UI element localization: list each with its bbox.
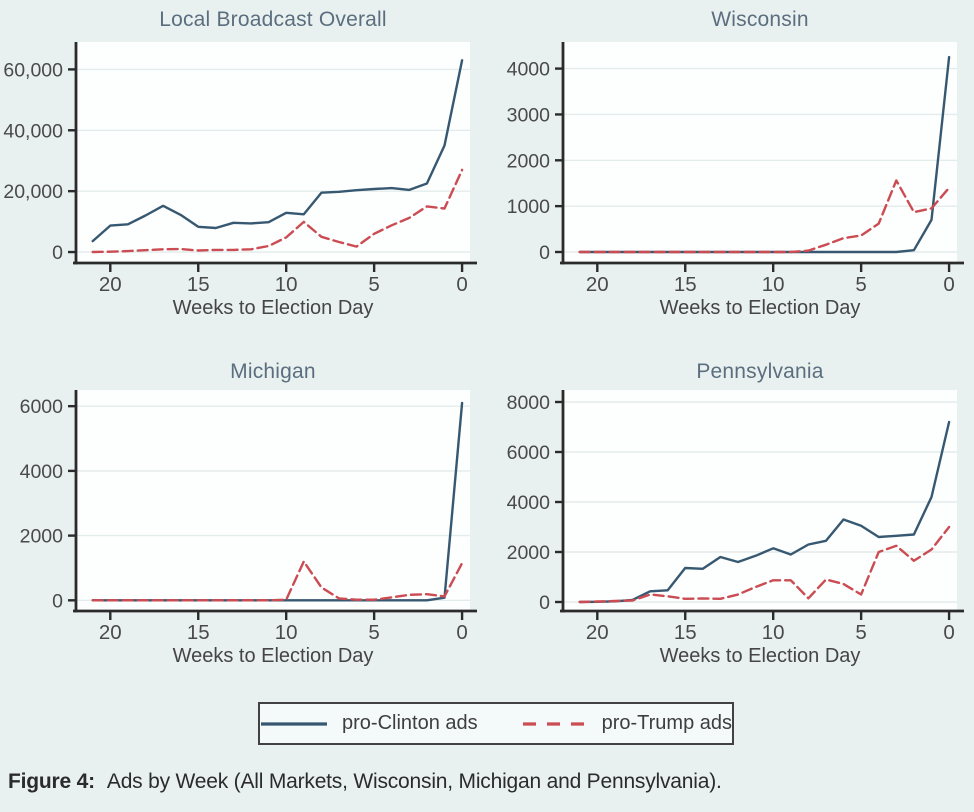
- svg-text:6000: 6000: [20, 396, 64, 418]
- pro-clinton-line-swatch: [260, 720, 328, 728]
- svg-text:2000: 2000: [507, 150, 551, 172]
- svg-text:20,000: 20,000: [3, 181, 63, 203]
- svg-text:10: 10: [762, 621, 785, 644]
- caption-label: Figure 4:: [8, 770, 95, 793]
- svg-text:4000: 4000: [20, 461, 64, 483]
- panel-title-wisconsin: Wisconsin: [711, 8, 809, 31]
- svg-text:15: 15: [674, 273, 697, 296]
- line-chart-local-broadcast-overall: 0 20,000 40,000 60,000 20 15 10 5 0: [3, 42, 477, 296]
- svg-text:6000: 6000: [507, 442, 551, 464]
- x-axis-title: Weeks to Election Day: [172, 645, 374, 667]
- legend: pro-Clinton ads pro-Trump ads: [258, 702, 734, 745]
- x-axis-title: Weeks to Election Day: [172, 297, 374, 319]
- svg-text:40,000: 40,000: [3, 120, 63, 142]
- chart-panel-local-broadcast-overall: 0 20,000 40,000 60,000 20 15 10 5 0 Local Broadc…: [0, 0, 487, 340]
- svg-text:5: 5: [368, 273, 379, 296]
- panel-title-local-broadcast-overall: Local Broadcast Overall: [159, 8, 387, 31]
- line-chart-pennsylvania: 0 2000 4000 6000 8000 20 15 10 5 0: [507, 390, 964, 644]
- svg-text:10: 10: [275, 273, 298, 296]
- legend-label-pro-clinton: pro-Clinton ads: [342, 712, 478, 734]
- svg-text:10: 10: [275, 621, 298, 644]
- svg-text:20: 20: [586, 621, 609, 644]
- chart-panel-pennsylvania: 0 2000 4000 6000 8000 20 15 10 5 0 Pennsylvania W…: [487, 344, 974, 684]
- x-axis-title: Weeks to Election Day: [659, 645, 861, 667]
- svg-text:2000: 2000: [20, 526, 64, 548]
- svg-text:0: 0: [52, 590, 63, 612]
- svg-text:5: 5: [855, 621, 866, 644]
- svg-text:2000: 2000: [507, 542, 551, 564]
- svg-text:20: 20: [586, 273, 609, 296]
- svg-text:0: 0: [456, 621, 467, 644]
- svg-text:10: 10: [762, 273, 785, 296]
- svg-text:0: 0: [539, 242, 550, 264]
- svg-text:0: 0: [943, 273, 954, 296]
- legend-label-pro-trump: pro-Trump ads: [601, 712, 732, 734]
- svg-text:4000: 4000: [507, 59, 551, 81]
- figure-caption: Figure 4: Ads by Week (All Markets, Wisco…: [8, 770, 968, 794]
- svg-text:15: 15: [187, 273, 210, 296]
- svg-text:15: 15: [674, 621, 697, 644]
- line-chart-michigan: 0 2000 4000 6000 20 15 10 5 0: [20, 390, 477, 644]
- caption-text: Ads by Week (All Markets, Wisconsin, Mic…: [106, 770, 722, 793]
- svg-text:0: 0: [539, 592, 550, 614]
- line-chart-wisconsin: 0 1000 2000 3000 4000 20 15 10 5 0: [507, 42, 964, 296]
- svg-text:8000: 8000: [507, 392, 551, 414]
- chart-panel-michigan: 0 2000 4000 6000 20 15 10 5 0 Michigan Weeks to …: [0, 344, 487, 684]
- svg-text:0: 0: [943, 621, 954, 644]
- svg-text:1000: 1000: [507, 196, 551, 218]
- chart-panel-wisconsin: 0 1000 2000 3000 4000 20 15 10 5 0 Wisconsin Week…: [487, 0, 974, 340]
- svg-text:5: 5: [855, 273, 866, 296]
- svg-text:4000: 4000: [507, 492, 551, 514]
- svg-text:5: 5: [368, 621, 379, 644]
- svg-text:0: 0: [456, 273, 467, 296]
- svg-text:3000: 3000: [507, 104, 551, 126]
- x-axis-title: Weeks to Election Day: [659, 297, 861, 319]
- svg-text:0: 0: [52, 242, 63, 264]
- panel-title-pennsylvania: Pennsylvania: [696, 360, 824, 383]
- pro-trump-dashed-swatch: [522, 720, 588, 728]
- svg-text:20: 20: [99, 273, 122, 296]
- svg-text:15: 15: [187, 621, 210, 644]
- svg-text:60,000: 60,000: [3, 59, 63, 81]
- svg-text:20: 20: [99, 621, 122, 644]
- panel-title-michigan: Michigan: [230, 360, 316, 383]
